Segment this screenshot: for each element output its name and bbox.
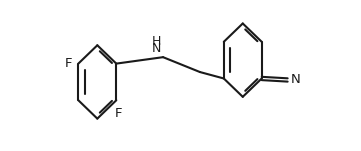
Text: H: H	[152, 35, 161, 48]
Text: N: N	[152, 42, 161, 55]
Text: F: F	[64, 57, 72, 70]
Text: F: F	[114, 107, 122, 120]
Text: N: N	[291, 74, 300, 87]
